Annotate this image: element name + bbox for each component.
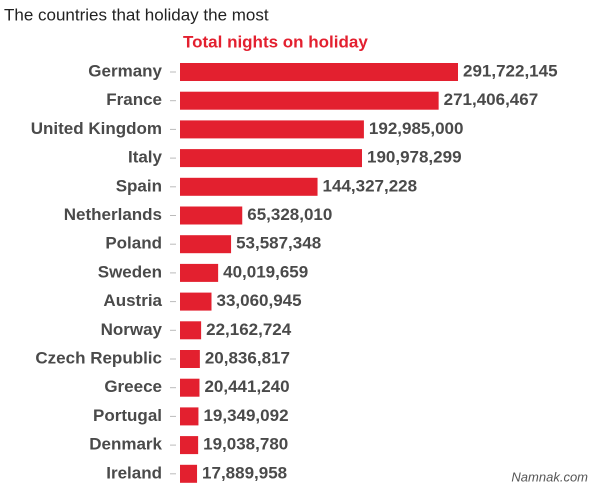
- category-label: Portugal: [93, 406, 162, 425]
- category-label: Poland: [105, 234, 162, 253]
- watermark: Namnak.com: [511, 469, 588, 484]
- category-label: Germany: [88, 61, 162, 80]
- value-label: 271,406,467: [444, 90, 539, 109]
- bar: [180, 149, 362, 168]
- bar: [180, 407, 199, 426]
- bar: [180, 263, 219, 282]
- value-label: 190,978,299: [367, 148, 462, 167]
- category-label: United Kingdom: [31, 119, 162, 138]
- bar: [180, 120, 364, 139]
- value-label: 65,328,010: [247, 205, 332, 224]
- value-label: 40,019,659: [223, 262, 308, 281]
- category-label: Austria: [103, 291, 162, 310]
- value-label: 53,587,348: [236, 234, 321, 253]
- value-label: 144,327,228: [323, 176, 418, 195]
- value-label: 17,889,958: [202, 463, 287, 482]
- category-label: Denmark: [89, 435, 162, 454]
- category-label: Italy: [128, 148, 163, 167]
- bar: [180, 206, 243, 225]
- category-label: Sweden: [98, 262, 162, 281]
- value-label: 19,038,780: [203, 435, 288, 454]
- value-label: 19,349,092: [203, 406, 288, 425]
- category-label: Czech Republic: [35, 348, 162, 367]
- bar: [180, 63, 458, 81]
- value-label: 20,441,240: [204, 377, 289, 396]
- bar: [180, 177, 318, 196]
- category-label: France: [106, 90, 162, 109]
- bar: [180, 292, 212, 311]
- value-label: 291,722,145: [463, 61, 558, 80]
- category-label: Ireland: [106, 463, 162, 482]
- bar: [180, 464, 198, 483]
- chart-title: The countries that holiday the most: [4, 5, 269, 24]
- bar: [180, 350, 200, 368]
- bar: [180, 378, 200, 397]
- bar: [180, 321, 202, 340]
- chart-subtitle: Total nights on holiday: [183, 32, 368, 51]
- category-label: Netherlands: [64, 205, 162, 224]
- value-label: 33,060,945: [217, 291, 302, 310]
- bar: [180, 91, 439, 110]
- value-label: 20,836,817: [205, 348, 290, 367]
- category-label: Greece: [104, 377, 162, 396]
- value-label: 22,162,724: [206, 320, 292, 339]
- value-label: 192,985,000: [369, 119, 464, 138]
- bar: [180, 235, 232, 254]
- category-label: Norway: [101, 320, 163, 339]
- category-label: Spain: [116, 176, 162, 195]
- bar: [180, 436, 199, 455]
